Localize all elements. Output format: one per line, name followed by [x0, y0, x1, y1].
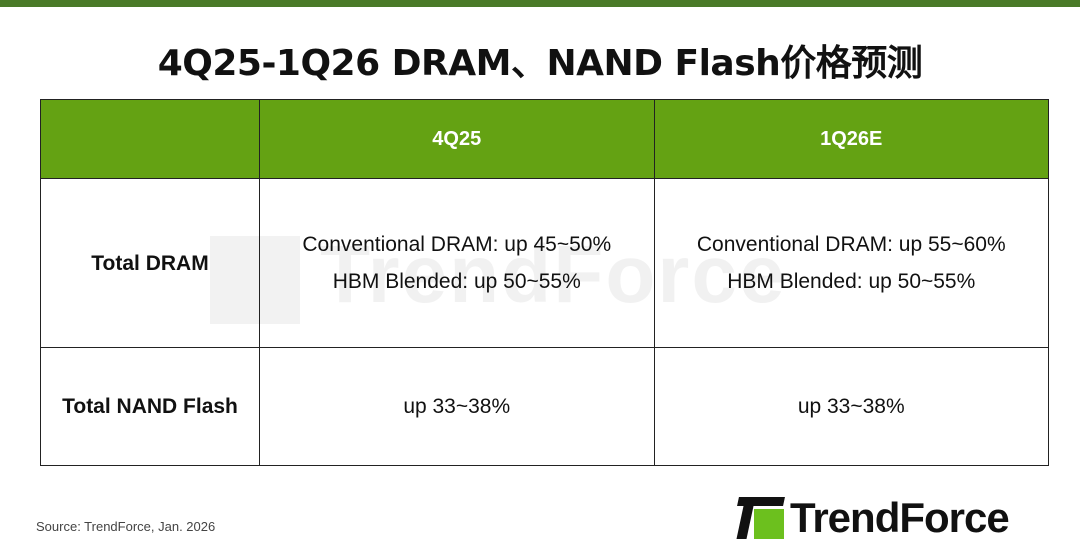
price-forecast-table: 4Q25 1Q26E Total DRAM Conventional DRAM:…	[40, 99, 1049, 466]
cell-line: Conventional DRAM: up 55~60%	[696, 233, 1006, 256]
table-cell: Conventional DRAM: up 45~50% HBM Blended…	[259, 178, 655, 348]
table-header-row: 4Q25 1Q26E	[40, 99, 1049, 179]
table-cell: Conventional DRAM: up 55~60% HBM Blended…	[653, 178, 1049, 348]
cell-line: Conventional DRAM: up 45~50%	[302, 233, 612, 256]
table-row: Total NAND Flash up 33~38% up 33~38%	[40, 347, 1049, 466]
source-note: Source: TrendForce, Jan. 2026	[36, 519, 216, 534]
top-accent-bar	[0, 0, 1080, 7]
header-cell-empty	[40, 99, 260, 179]
row-label: Total DRAM	[40, 178, 260, 348]
table-cell: up 33~38%	[653, 347, 1049, 466]
header-cell-4q25: 4Q25	[259, 99, 655, 179]
table-row: Total DRAM Conventional DRAM: up 45~50% …	[40, 178, 1049, 348]
trendforce-logo: TrendForce	[736, 494, 1010, 542]
cell-line: up 33~38%	[403, 395, 511, 418]
cell-line: HBM Blended: up 50~55%	[332, 270, 581, 293]
header-cell-1q26e: 1Q26E	[653, 99, 1049, 179]
cell-line: HBM Blended: up 50~55%	[727, 270, 976, 293]
logo-text: TrendForce	[790, 494, 1010, 541]
row-label: Total NAND Flash	[40, 347, 260, 466]
table-cell: up 33~38%	[259, 347, 655, 466]
page-title: 4Q25-1Q26 DRAM、NAND Flash价格预测	[157, 43, 923, 84]
trendforce-logo-icon	[736, 495, 785, 541]
cell-line: up 33~38%	[797, 395, 905, 418]
